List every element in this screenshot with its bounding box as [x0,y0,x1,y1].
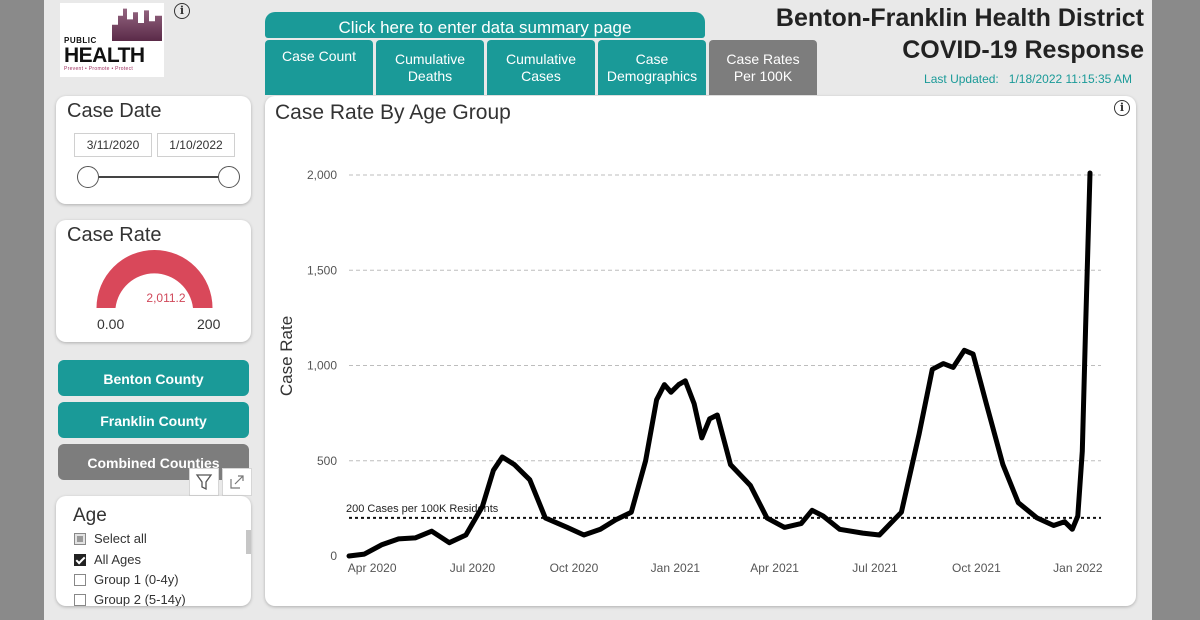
checkbox-icon[interactable] [74,593,86,606]
checkbox-icon[interactable] [74,573,86,586]
case-rate-title: Case Rate [67,224,162,246]
x-tick-label: Jan 2021 [651,561,701,575]
date-slider-track[interactable] [88,176,228,178]
tab-label: Cumulative Cases [505,50,577,84]
case-rate-chart-card: Case Rate By Age Group i 0 500 1,000 1,500 2… [265,96,1136,606]
page-title: Benton-Franklin Health District COVID-19… [775,4,1144,64]
x-tick-label: Oct 2020 [550,561,599,575]
start-date-input[interactable]: 3/11/2020 [74,133,152,157]
logo-public-text: PUBLIC [64,36,97,45]
x-tick-label: Jul 2020 [450,561,496,575]
benton-county-button[interactable]: Benton County [58,360,249,396]
skyline-graphic [112,8,162,41]
case-rate-line-chart: 0 500 1,000 1,500 2,000 Apr 2020 Jul 2020 Oct … [277,168,1103,575]
info-icon[interactable]: i [174,3,190,19]
checkbox-icon[interactable] [74,553,86,566]
dashboard-canvas: PUBLIC HEALTH Prevent • Promote • Protec… [44,0,1152,620]
x-tick-label: Jan 2022 [1053,561,1103,575]
y-axis-label: Case Rate [277,316,296,396]
tab-cumulative-cases[interactable]: Cumulative Cases [487,40,595,95]
age-title: Age [73,505,107,526]
age-option-select-all[interactable]: Select all [74,531,147,546]
end-date-input[interactable]: 1/10/2022 [157,133,235,157]
last-updated: Last Updated: 1/18/2022 11:15:35 AM [924,72,1132,86]
filter-icon[interactable] [189,468,219,496]
tab-case-rates-per-100k[interactable]: Case Rates Per 100K [709,40,817,95]
combined-counties-button[interactable]: Combined Counties [58,444,249,480]
gauge-min-label: 0.00 [97,316,125,332]
y-axis-ticks: 0 500 1,000 1,500 2,000 [307,168,337,563]
y-tick-label: 1,000 [307,359,337,373]
logo-health-text: HEALTH [64,44,145,67]
focus-mode-icon[interactable] [222,468,252,496]
x-tick-label: Jul 2021 [852,561,898,575]
start-slider-handle[interactable] [77,166,99,188]
tab-label: Case Count [282,48,356,64]
case-rate-gauge [96,250,213,308]
chart-title: Case Rate By Age Group [275,101,511,124]
reference-line-label: 200 Cases per 100K Residents [346,503,499,515]
public-health-logo: PUBLIC HEALTH Prevent • Promote • Protec… [60,3,164,77]
tab-cumulative-deaths[interactable]: Cumulative Deaths [376,40,484,95]
checkbox-icon[interactable] [74,532,86,545]
age-slicer: Age Select all All Ages Group 1 (0-4y) G… [56,496,251,606]
tab-case-demographics[interactable]: Case Demographics [598,40,706,95]
logo-tagline: Prevent • Promote • Protect [64,66,134,72]
case-rate-gauge-card: Case Rate 2,011.2 0.00 200 [56,220,251,342]
x-tick-label: Oct 2021 [952,561,1001,575]
end-slider-handle[interactable] [218,166,240,188]
y-tick-label: 0 [330,549,337,563]
franklin-county-button[interactable]: Franklin County [58,402,249,438]
tab-case-count[interactable]: Case Count [265,40,373,95]
y-tick-label: 2,000 [307,168,337,182]
age-option-group-1[interactable]: Group 1 (0-4y) [74,572,179,587]
y-tick-label: 1,500 [307,263,337,277]
tab-label: Cumulative Deaths [394,50,466,84]
case-date-slicer: Case Date 3/11/2020 1/10/2022 [56,96,251,204]
series-line [346,170,1093,559]
case-date-title: Case Date [67,100,162,122]
gauge-arc [96,250,213,308]
chart-info-icon[interactable]: i [1114,100,1130,116]
age-option-all-ages[interactable]: All Ages [74,552,141,567]
age-option-group-2[interactable]: Group 2 (5-14y) [74,592,186,606]
tab-label: Case Rates Per 100K [726,50,800,84]
gauge-value: 2,011.2 [146,291,186,305]
x-axis-ticks: Apr 2020 Jul 2020 Oct 2020 Jan 2021 Apr 2021… [348,561,1103,575]
y-tick-label: 500 [317,454,337,468]
data-summary-button[interactable]: Click here to enter data summary page [265,12,705,38]
x-tick-label: Apr 2020 [348,561,397,575]
tab-label: Case Demographics [606,50,698,84]
gauge-max-label: 200 [197,316,221,332]
age-scrollbar[interactable] [246,530,251,554]
x-tick-label: Apr 2021 [750,561,799,575]
